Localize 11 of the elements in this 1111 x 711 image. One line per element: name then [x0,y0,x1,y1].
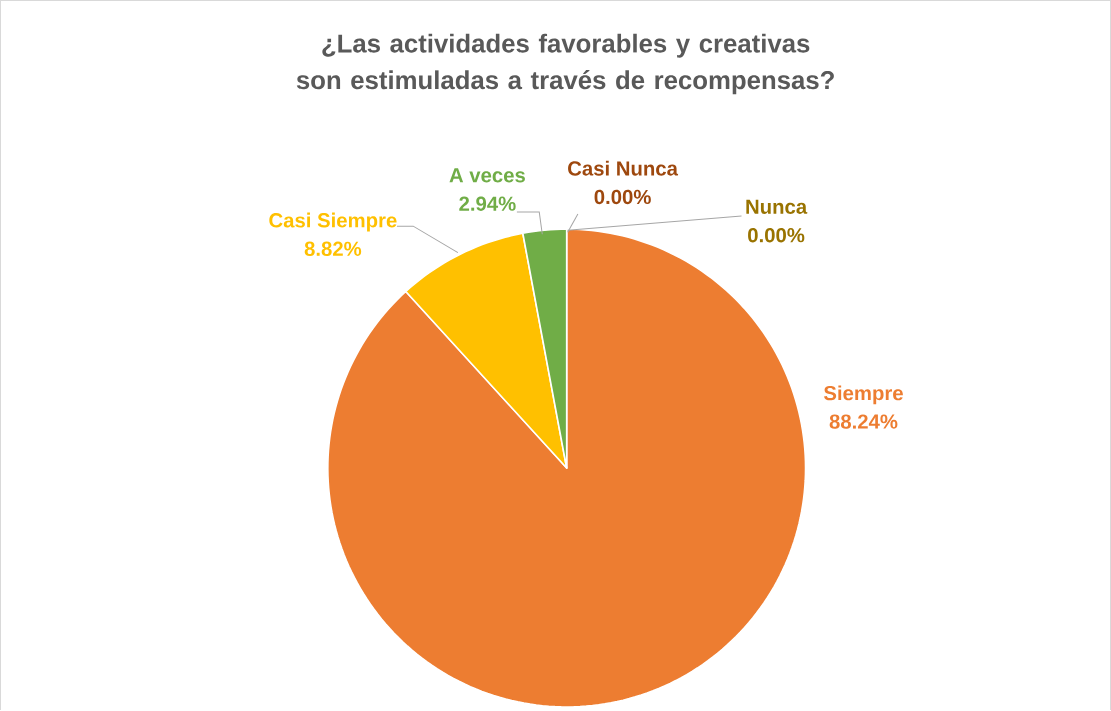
category-label: Casi Nunca [568,161,679,176]
category-label: Nunca [746,200,808,215]
text: 0.00% [748,228,805,243]
data-label: 8.82% [304,241,362,257]
text: 0.00% [594,189,651,205]
data-label: 2.94% [459,196,516,212]
chart-title: ¿Las actividades favorables y creativas son estimuladas a través de recompensas? [296,33,834,95]
slice-label: Casi Siempre [269,212,397,232]
data-label: 88.24% [829,414,898,430]
slice-label: A veces [449,168,525,183]
slice-label: Siempre [823,385,903,405]
